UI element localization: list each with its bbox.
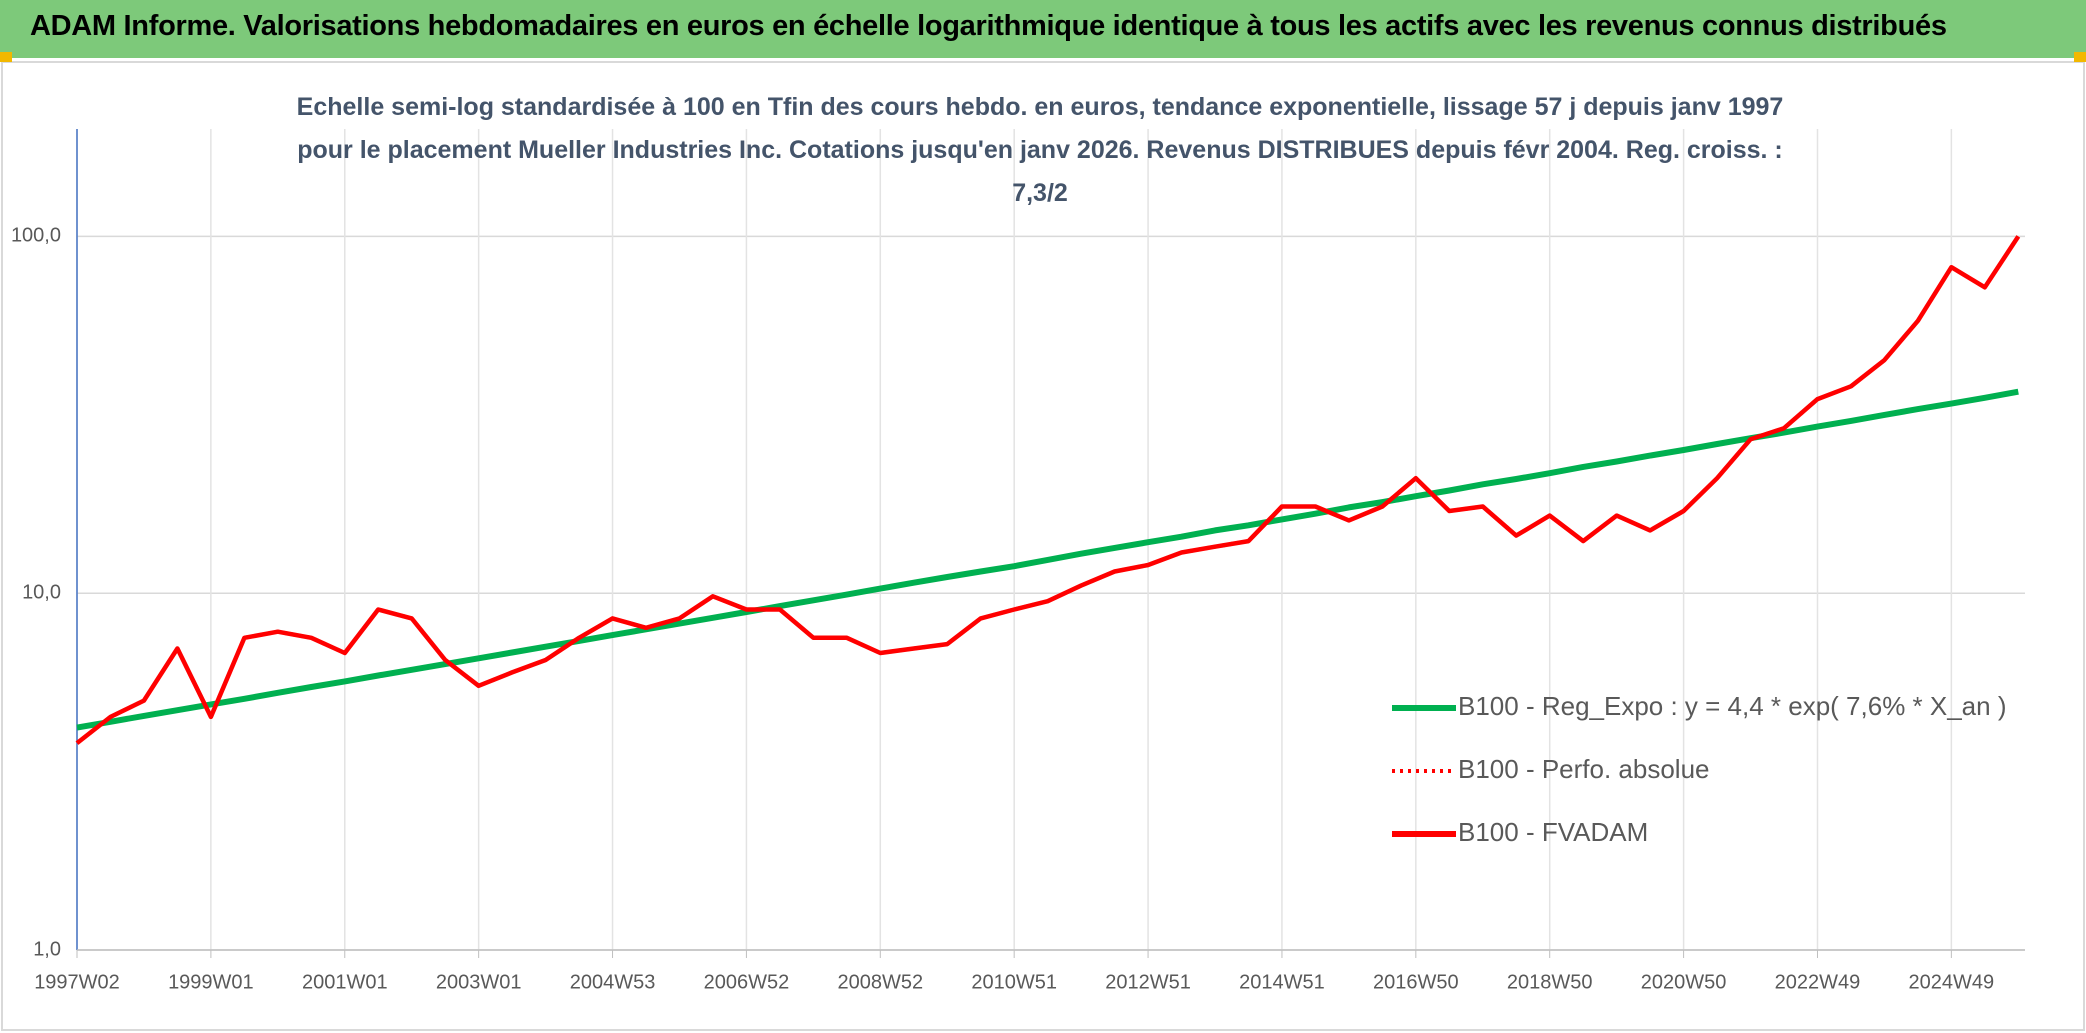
corner	[0, 52, 12, 62]
x-tick-label: 2008W52	[837, 971, 923, 993]
series-line	[76, 388, 2019, 731]
x-tick-label: 2012W51	[1105, 971, 1191, 993]
chart-frame	[1, 61, 2085, 1031]
legend-label: B100 - Reg_Expo : y = 4,4 * exp( 7,6% * …	[1458, 691, 2007, 721]
header: ADAM Informe. Valorisations hebdomadaire…	[0, 0, 2086, 58]
series-line	[75, 235, 2021, 745]
page-title: ADAM Informe. Valorisations hebdomadaire…	[30, 10, 1947, 42]
x-tick-label: 2018W50	[1507, 971, 1593, 993]
x-tick-label: 2004W53	[570, 971, 656, 993]
legend-label: B100 - FVADAM	[1458, 817, 1648, 847]
y-tick-label: 100,0	[11, 225, 61, 247]
x-tick-label: 2020W50	[1641, 971, 1727, 993]
x-tick-label: 1997W02	[34, 971, 120, 993]
x-tick-label: 2014W51	[1239, 971, 1325, 993]
series-line	[75, 235, 2020, 745]
y-tick-label: 1,0	[33, 938, 61, 960]
x-tick-label: 2006W52	[704, 971, 790, 993]
chart-subtitle: Echelle semi-log standardisée à 100 en T…	[296, 93, 1784, 207]
x-tick-label: 1999W01	[168, 971, 254, 993]
x-tick-label: 2003W01	[436, 971, 522, 993]
x-tick-label: 2010W51	[971, 971, 1057, 993]
x-tick-label: 2001W01	[302, 971, 388, 993]
x-tick-label: 2024W49	[1909, 971, 1995, 993]
y-tick-label: 10,0	[22, 581, 61, 603]
x-tick-label: 2016W50	[1373, 971, 1459, 993]
legend-label: B100 - Perfo. absolue	[1458, 754, 1710, 784]
x-tick-label: 2022W49	[1775, 971, 1861, 993]
corner	[2074, 52, 2086, 62]
